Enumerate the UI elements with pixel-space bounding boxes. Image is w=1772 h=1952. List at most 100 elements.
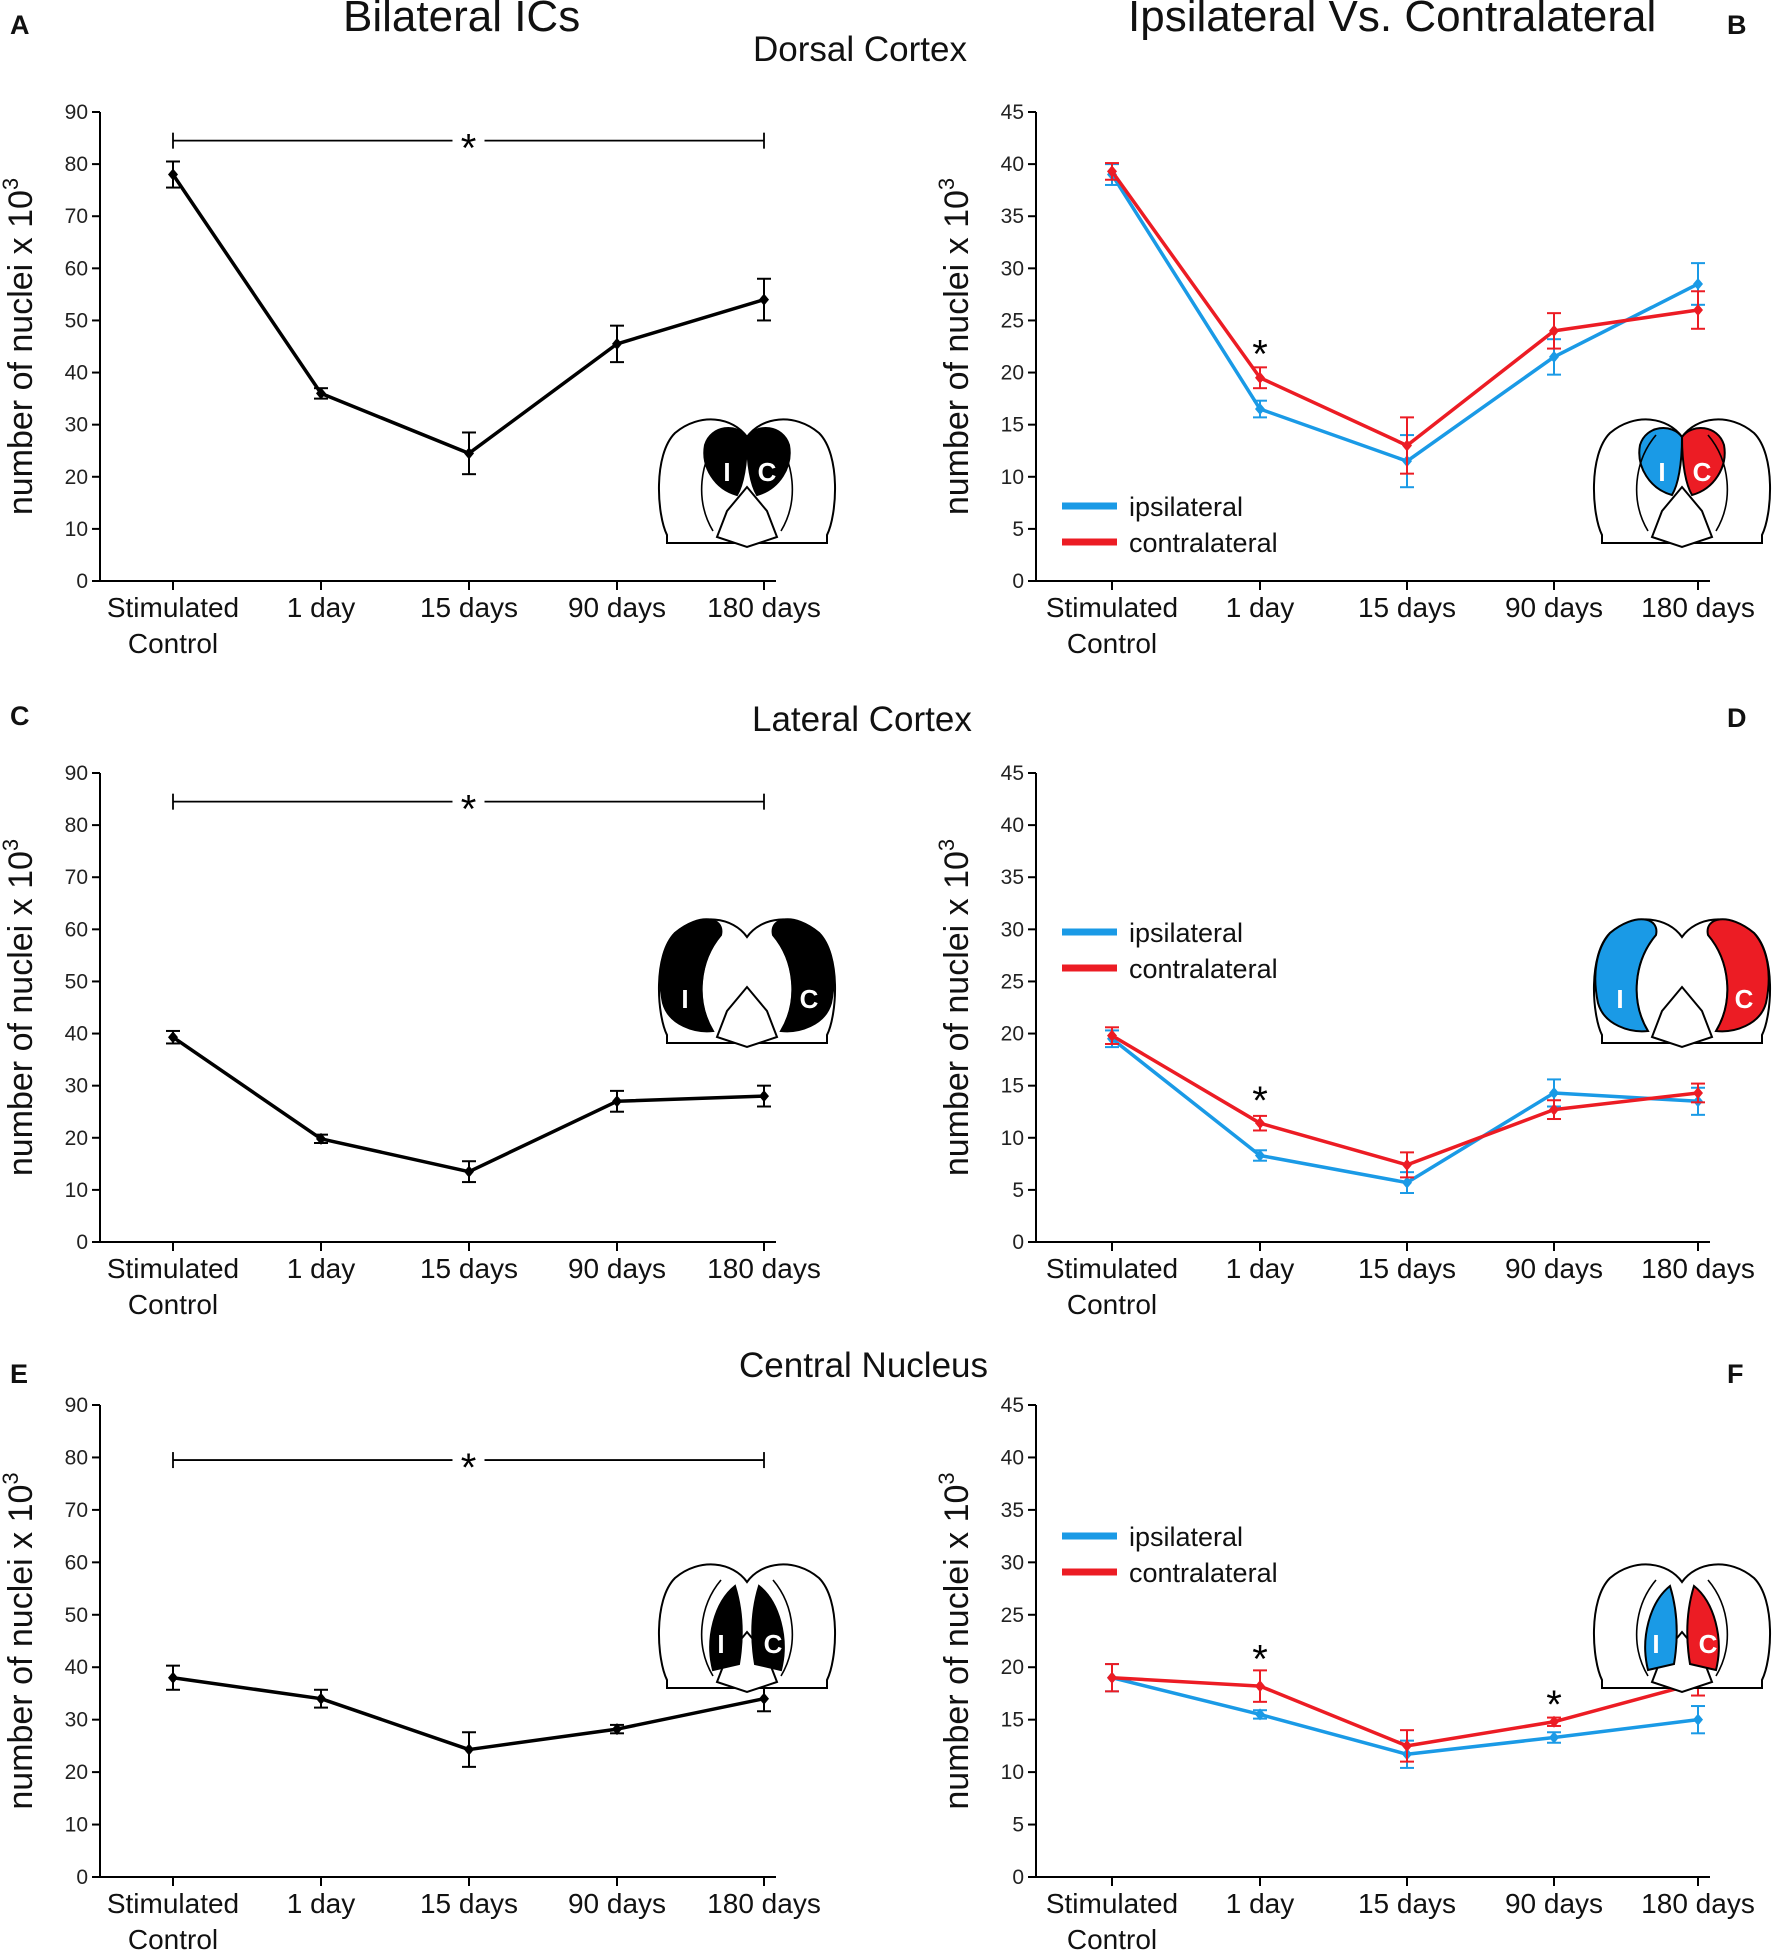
series-line xyxy=(1110,1037,1699,1185)
data-point xyxy=(1402,1739,1412,1752)
x-tick-label: 1 day xyxy=(1226,1253,1295,1284)
legend-label-ipsilateral: ipsilateral xyxy=(1129,918,1243,948)
y-tick-label: 40 xyxy=(65,362,88,385)
y-tick-label: 40 xyxy=(1001,153,1024,176)
significance-star: * xyxy=(1252,333,1268,377)
y-tick-label: 20 xyxy=(1001,362,1024,385)
brain-stem xyxy=(715,985,779,1049)
legend: ipsilateral contralateral xyxy=(1062,1522,1278,1588)
panel-letter-a: A xyxy=(10,10,30,40)
y-tick-label: 20 xyxy=(1001,1023,1024,1046)
y-tick-label: 70 xyxy=(65,1499,88,1522)
x-tick-label: 90 days xyxy=(568,1888,666,1919)
bracket-gap xyxy=(452,787,485,816)
legend: ipsilateral contralateral xyxy=(1062,918,1278,984)
data-point xyxy=(759,293,769,306)
inset-lobe-line xyxy=(700,1579,722,1677)
series-line xyxy=(171,173,765,456)
data-point xyxy=(612,1095,622,1108)
bracket-gap xyxy=(452,1446,485,1475)
series-line xyxy=(1110,170,1699,448)
x-tick-label: 15 days xyxy=(420,1253,518,1284)
data-point xyxy=(612,1723,622,1736)
x-tick-label: 90 days xyxy=(1505,1888,1603,1919)
y-tick-label: 50 xyxy=(65,309,88,332)
x-tick-label: Stimulated xyxy=(107,592,239,623)
section-title-lateral: Lateral Cortex xyxy=(752,700,972,739)
y-tick-label: 40 xyxy=(65,1656,88,1679)
data-point xyxy=(1255,371,1265,384)
data-point xyxy=(1549,1103,1559,1116)
chart-panel-b: 0 5 10 15 20 25 30 35 40 45 Stimulated Control 1 day… xyxy=(934,101,1772,659)
data-point xyxy=(1549,324,1559,337)
data-point xyxy=(1549,1731,1559,1744)
data-point xyxy=(1549,1715,1559,1728)
y-tick-label: 30 xyxy=(1001,1551,1024,1574)
inset-contralateral-region xyxy=(1680,426,1726,497)
y-tick-label: 30 xyxy=(65,1075,88,1098)
inset-label-ipsi: I xyxy=(723,457,730,487)
y-tick-label: 0 xyxy=(1012,1866,1024,1889)
panel-letter-e: E xyxy=(10,1359,29,1389)
y-tick-label: 20 xyxy=(65,466,88,489)
series-line xyxy=(172,1035,765,1174)
y-tick-label: 10 xyxy=(65,518,88,541)
significance-star: * xyxy=(461,1446,477,1490)
y-tick-label: 20 xyxy=(65,1761,88,1784)
x-tick-label: 15 days xyxy=(1358,1888,1456,1919)
chart-panel-c: 0 10 20 30 40 50 60 70 80 90 Stimulated Control 1 da… xyxy=(0,762,837,1320)
y-tick-label: 5 xyxy=(1012,518,1024,541)
y-tick-label: 0 xyxy=(76,1231,88,1254)
inset-label-contra: C xyxy=(1693,457,1712,487)
data-point xyxy=(1693,277,1703,290)
data-point xyxy=(316,387,326,400)
data-point xyxy=(1255,1117,1265,1130)
inset-lobe-line xyxy=(1707,934,1729,1032)
inset-contralateral-region xyxy=(1686,1584,1720,1672)
data-point xyxy=(1255,1680,1265,1693)
y-tick-label: 35 xyxy=(1001,866,1024,889)
legend-label-ipsilateral: ipsilateral xyxy=(1129,492,1243,522)
y-tick-label: 20 xyxy=(1001,1656,1024,1679)
significance-star: * xyxy=(1252,1079,1268,1123)
y-tick-label: 60 xyxy=(65,257,88,280)
inset-lobe-line xyxy=(1635,1579,1657,1677)
data-point xyxy=(464,1743,474,1756)
x-tick-label: 90 days xyxy=(1505,592,1603,623)
x-tick-label: 180 days xyxy=(707,1253,821,1284)
inset-label-contra: C xyxy=(758,457,777,487)
x-tick-label: Control xyxy=(128,1289,218,1320)
y-tick-label: 70 xyxy=(65,205,88,228)
x-tick-label: 1 day xyxy=(1226,1888,1295,1919)
legend-label-contralateral: contralateral xyxy=(1129,1558,1278,1588)
inset-lobe-line xyxy=(700,434,722,532)
y-axis-label: number of nuclei x 103 xyxy=(934,839,976,1176)
y-axis-label: number of nuclei x 103 xyxy=(934,1472,976,1809)
series-ipsilateral xyxy=(1105,1029,1705,1195)
y-tick-label: 80 xyxy=(65,1446,88,1469)
inset-label-ipsi: I xyxy=(681,984,688,1014)
y-axis-label: number of nuclei x 103 xyxy=(0,839,40,1176)
y-tick-label: 0 xyxy=(1012,570,1024,593)
x-tick-label: 180 days xyxy=(707,1888,821,1919)
inset-lobe-line xyxy=(1707,1579,1729,1677)
x-tick-label: Control xyxy=(1067,628,1157,659)
brain-outline xyxy=(657,1563,837,1689)
section-title-dorsal: Dorsal Cortex xyxy=(753,30,967,69)
y-tick-label: 30 xyxy=(1001,257,1024,280)
y-tick-label: 90 xyxy=(65,762,88,785)
x-tick-label: 15 days xyxy=(420,592,518,623)
brain-stem xyxy=(1650,1630,1714,1694)
left-column-title: Bilateral ICs xyxy=(343,0,581,41)
x-tick-label: 180 days xyxy=(1641,592,1755,623)
panel-letter-b: B xyxy=(1727,10,1747,40)
data-point xyxy=(759,1692,769,1705)
y-tick-label: 0 xyxy=(1012,1231,1024,1254)
data-point xyxy=(1107,1671,1117,1684)
x-tick-label: Stimulated xyxy=(1046,1253,1178,1284)
inset-contralateral-region xyxy=(745,426,791,497)
